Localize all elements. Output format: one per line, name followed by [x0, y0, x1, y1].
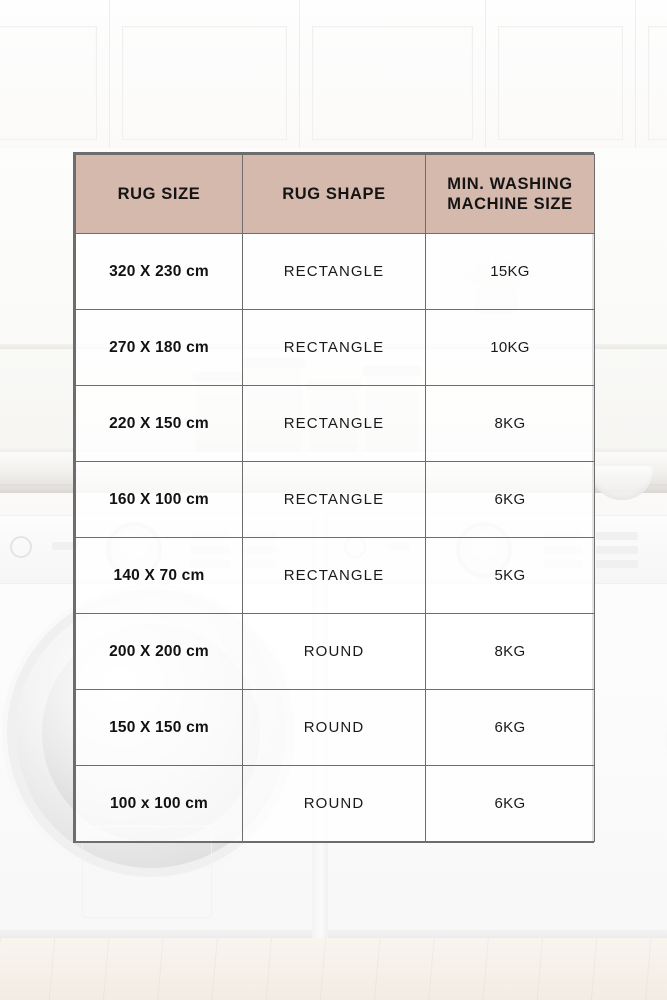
cell-rug-shape: RECTANGLE — [242, 461, 426, 538]
upper-cabinet-door — [0, 0, 110, 148]
cell-rug-shape: RECTANGLE — [242, 309, 426, 386]
panel-button — [596, 532, 638, 540]
table-row: 150 X 150 cm ROUND 6KG — [75, 689, 595, 766]
panel-button — [52, 542, 78, 550]
panel-button — [596, 560, 638, 568]
brand-logo-icon — [10, 536, 32, 558]
cell-rug-size: 100 x 100 cm — [75, 765, 243, 842]
table-row: 320 X 230 cm RECTANGLE 15KG — [75, 233, 595, 310]
rug-washing-guide-table: RUG SIZE RUG SHAPE MIN. WASHING MACHINE … — [73, 152, 595, 843]
table-row: 200 X 200 cm ROUND 8KG — [75, 613, 595, 690]
upper-cabinet-door — [110, 0, 300, 148]
cell-rug-shape: ROUND — [242, 689, 426, 766]
cell-rug-size: 200 X 200 cm — [75, 613, 243, 690]
cell-machine-size: 6KG — [425, 461, 595, 538]
cell-rug-shape: ROUND — [242, 613, 426, 690]
panel-button — [596, 546, 638, 554]
cell-machine-size: 6KG — [425, 765, 595, 842]
cell-rug-size: 270 X 180 cm — [75, 309, 243, 386]
column-header-machine-size: MIN. WASHING MACHINE SIZE — [425, 154, 595, 234]
table-row: 140 X 70 cm RECTANGLE 5KG — [75, 537, 595, 614]
cell-machine-size: 8KG — [425, 613, 595, 690]
column-header-rug-size: RUG SIZE — [75, 154, 243, 234]
table-body: 320 X 230 cm RECTANGLE 15KG 270 X 180 cm REC… — [75, 233, 595, 842]
column-header-rug-shape: RUG SHAPE — [242, 154, 426, 234]
cell-rug-size: 160 X 100 cm — [75, 461, 243, 538]
cell-rug-size: 150 X 150 cm — [75, 689, 243, 766]
table-row: 160 X 100 cm RECTANGLE 6KG — [75, 461, 595, 538]
cell-rug-size: 220 X 150 cm — [75, 385, 243, 462]
upper-cabinet-door — [300, 0, 486, 148]
wood-floor — [0, 938, 667, 1000]
upper-cabinet-door — [636, 0, 667, 148]
cell-machine-size: 10KG — [425, 309, 595, 386]
table-header-row: RUG SIZE RUG SHAPE MIN. WASHING MACHINE … — [75, 154, 595, 234]
upper-cabinet-door — [486, 0, 636, 148]
cell-rug-shape: ROUND — [242, 765, 426, 842]
cell-rug-size: 320 X 230 cm — [75, 233, 243, 310]
table-row: 100 x 100 cm ROUND 6KG — [75, 765, 595, 842]
cell-rug-size: 140 X 70 cm — [75, 537, 243, 614]
cell-machine-size: 15KG — [425, 233, 595, 310]
cell-rug-shape: RECTANGLE — [242, 233, 426, 310]
table-row: 270 X 180 cm RECTANGLE 10KG — [75, 309, 595, 386]
white-bowl — [591, 466, 653, 500]
table-row: 220 X 150 cm RECTANGLE 8KG — [75, 385, 595, 462]
cell-machine-size: 6KG — [425, 689, 595, 766]
cell-rug-shape: RECTANGLE — [242, 385, 426, 462]
cell-machine-size: 8KG — [425, 385, 595, 462]
cell-rug-shape: RECTANGLE — [242, 537, 426, 614]
cell-machine-size: 5KG — [425, 537, 595, 614]
size-guide-table: RUG SIZE RUG SHAPE MIN. WASHING MACHINE … — [75, 154, 595, 842]
